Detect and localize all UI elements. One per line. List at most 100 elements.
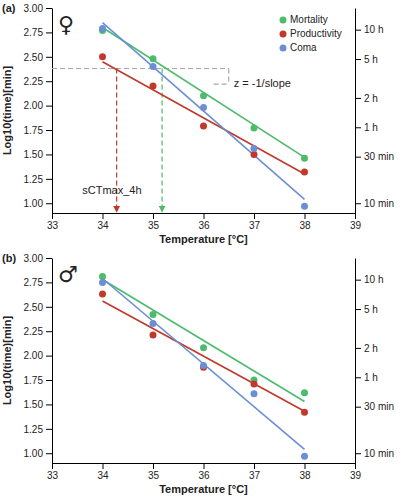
x-tick-label: 38 xyxy=(299,220,311,231)
data-point xyxy=(251,125,258,132)
y2-tick-mark xyxy=(355,59,361,60)
y2-tick-label: 10 h xyxy=(364,24,383,35)
y-tick-label: 1.75 xyxy=(24,375,44,386)
y-tick-label: 1.75 xyxy=(24,125,44,136)
y-tick-mark xyxy=(46,429,52,430)
x-tick-mark xyxy=(153,463,154,469)
x-tick-label: 36 xyxy=(198,470,210,481)
y2-tick-label: 2 h xyxy=(364,343,378,354)
y-axis-title: Log10(time)[min] xyxy=(1,66,13,156)
x-tick-mark xyxy=(355,463,356,469)
x-tick-mark xyxy=(204,463,205,469)
legend-item: Coma xyxy=(280,42,318,53)
fit-line xyxy=(103,62,305,174)
x-tick: 39 xyxy=(350,213,362,231)
data-point xyxy=(200,344,207,351)
chart-root: 333435363738391.001.251.501.752.002.252.… xyxy=(0,0,410,500)
x-tick-mark xyxy=(355,213,356,219)
y2-tick-label: 1 h xyxy=(364,372,378,383)
guide-drop xyxy=(161,69,162,212)
data-point xyxy=(99,291,106,298)
x-tick-mark xyxy=(103,213,104,219)
panel-label: (b) xyxy=(2,252,16,264)
y-tick-label: 1.00 xyxy=(24,198,44,209)
y-tick: 2.00 xyxy=(24,350,52,361)
y-tick-mark xyxy=(46,380,52,381)
y-tick-label: 1.50 xyxy=(24,149,44,160)
x-tick-label: 35 xyxy=(148,470,160,481)
x-tick: 35 xyxy=(148,463,160,481)
data-point xyxy=(99,279,106,286)
x-tick-mark xyxy=(52,213,53,219)
fit-line xyxy=(103,279,305,401)
y-axis: 1.001.251.501.752.002.252.502.753.00 xyxy=(24,253,53,464)
y-axis-title: Log10(time)[min] xyxy=(1,316,13,406)
data-point xyxy=(301,389,308,396)
y2-tick-label: 1 h xyxy=(364,122,378,133)
y-axis-line xyxy=(52,9,53,214)
y-tick-label: 2.50 xyxy=(24,52,44,63)
data-point xyxy=(301,169,308,176)
x-tick-label: 37 xyxy=(249,220,261,231)
data-point xyxy=(99,25,106,32)
y-tick: 3.00 xyxy=(24,253,52,264)
y2-tick: 10 h xyxy=(355,24,383,35)
fit-line xyxy=(103,28,305,158)
y2-tick-mark xyxy=(355,453,361,454)
y2-tick-mark xyxy=(355,98,361,99)
y-axis-line xyxy=(52,259,53,464)
legend-label: Mortality xyxy=(290,14,328,25)
y-tick-label: 3.00 xyxy=(24,3,44,14)
panel-label: (a) xyxy=(2,2,16,14)
y2-tick-mark xyxy=(355,280,361,281)
y2-axis-line xyxy=(355,9,356,214)
x-tick-label: 35 xyxy=(148,220,160,231)
y-tick: 1.25 xyxy=(24,174,52,185)
x-tick-label: 38 xyxy=(299,470,311,481)
x-tick-mark xyxy=(305,213,306,219)
y2-tick: 1 h xyxy=(355,372,378,383)
data-point xyxy=(200,123,207,130)
y-tick-label: 1.25 xyxy=(24,174,44,185)
legend: Mortality Productivity Coma xyxy=(280,14,342,53)
guide-line xyxy=(52,68,229,69)
y-tick-mark xyxy=(46,106,52,107)
x-tick: 34 xyxy=(97,213,109,231)
y2-tick: 5 h xyxy=(355,54,378,65)
y2-tick-mark xyxy=(355,309,361,310)
x-tick: 34 xyxy=(97,463,109,481)
x-axis-title: Temperature [°C] xyxy=(159,233,248,245)
sex-symbol: ♀ xyxy=(58,12,74,37)
x-axis-title: Temperature [°C] xyxy=(159,483,248,495)
plot-area xyxy=(99,23,308,210)
y2-tick-label: 30 min xyxy=(364,151,394,162)
legend-item: Mortality xyxy=(280,14,328,25)
guide-step xyxy=(228,69,229,85)
x-tick-label: 34 xyxy=(97,470,109,481)
y2-tick: 10 h xyxy=(355,274,383,285)
y-tick: 2.75 xyxy=(24,27,52,38)
data-point xyxy=(200,362,207,369)
y-tick-mark xyxy=(46,307,52,308)
y-tick-mark xyxy=(46,453,52,454)
legend-label: Productivity xyxy=(290,28,342,39)
y2-axis: 10 h5 h2 h1 h30 min10 min xyxy=(355,9,394,214)
y-tick-label: 2.75 xyxy=(24,277,44,288)
y-tick: 1.50 xyxy=(24,399,52,410)
y2-tick-label: 30 min xyxy=(364,401,394,412)
y2-tick-mark xyxy=(355,407,361,408)
x-tick-mark xyxy=(204,213,205,219)
y-tick: 1.75 xyxy=(24,125,52,136)
y-tick: 2.00 xyxy=(24,100,52,111)
x-tick-mark xyxy=(254,213,255,219)
data-point xyxy=(301,453,308,460)
y-tick: 1.25 xyxy=(24,424,52,435)
x-tick-mark xyxy=(103,463,104,469)
y-axis: 1.001.251.501.752.002.252.502.753.00 xyxy=(24,3,53,214)
legend-marker xyxy=(280,31,287,38)
x-tick: 33 xyxy=(47,463,59,481)
y-tick-mark xyxy=(46,32,52,33)
y-tick-label: 1.50 xyxy=(24,399,44,410)
legend-marker xyxy=(280,17,287,24)
y2-tick: 2 h xyxy=(355,343,378,354)
